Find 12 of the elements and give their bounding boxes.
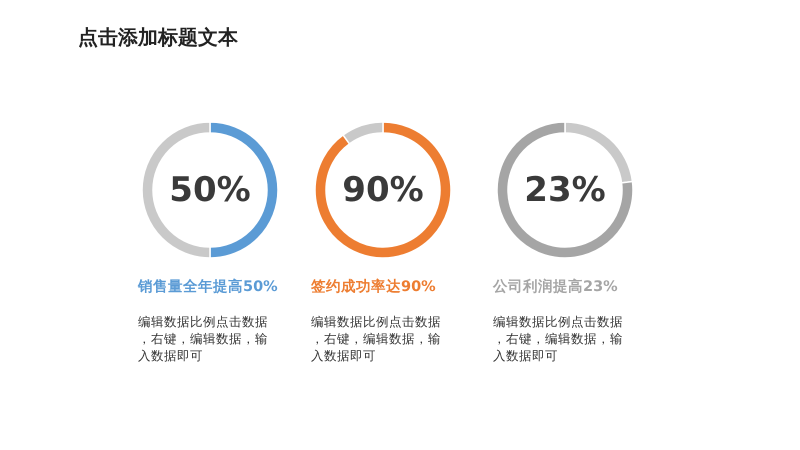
chart-title: 点击添加标题文本 (78, 25, 239, 49)
text: 编辑数据比例点击数据，右键，编辑数据，输入数据即可 (138, 314, 268, 363)
text: 签约成功率达90% (310, 277, 436, 295)
donut-slice (496, 121, 634, 259)
text: 公司利润提高23% (492, 277, 618, 295)
donut-slice (314, 121, 452, 259)
text: 编辑数据比例点击数据，右键，编辑数据，输入数据即可 (311, 314, 441, 363)
text: 90% (342, 170, 424, 210)
text: 销售量全年提高50% (137, 277, 278, 295)
text: 50% (169, 170, 251, 210)
text: 编辑数据比例点击数据，右键，编辑数据，输入数据即可 (493, 314, 623, 363)
text: 23% (524, 170, 606, 210)
